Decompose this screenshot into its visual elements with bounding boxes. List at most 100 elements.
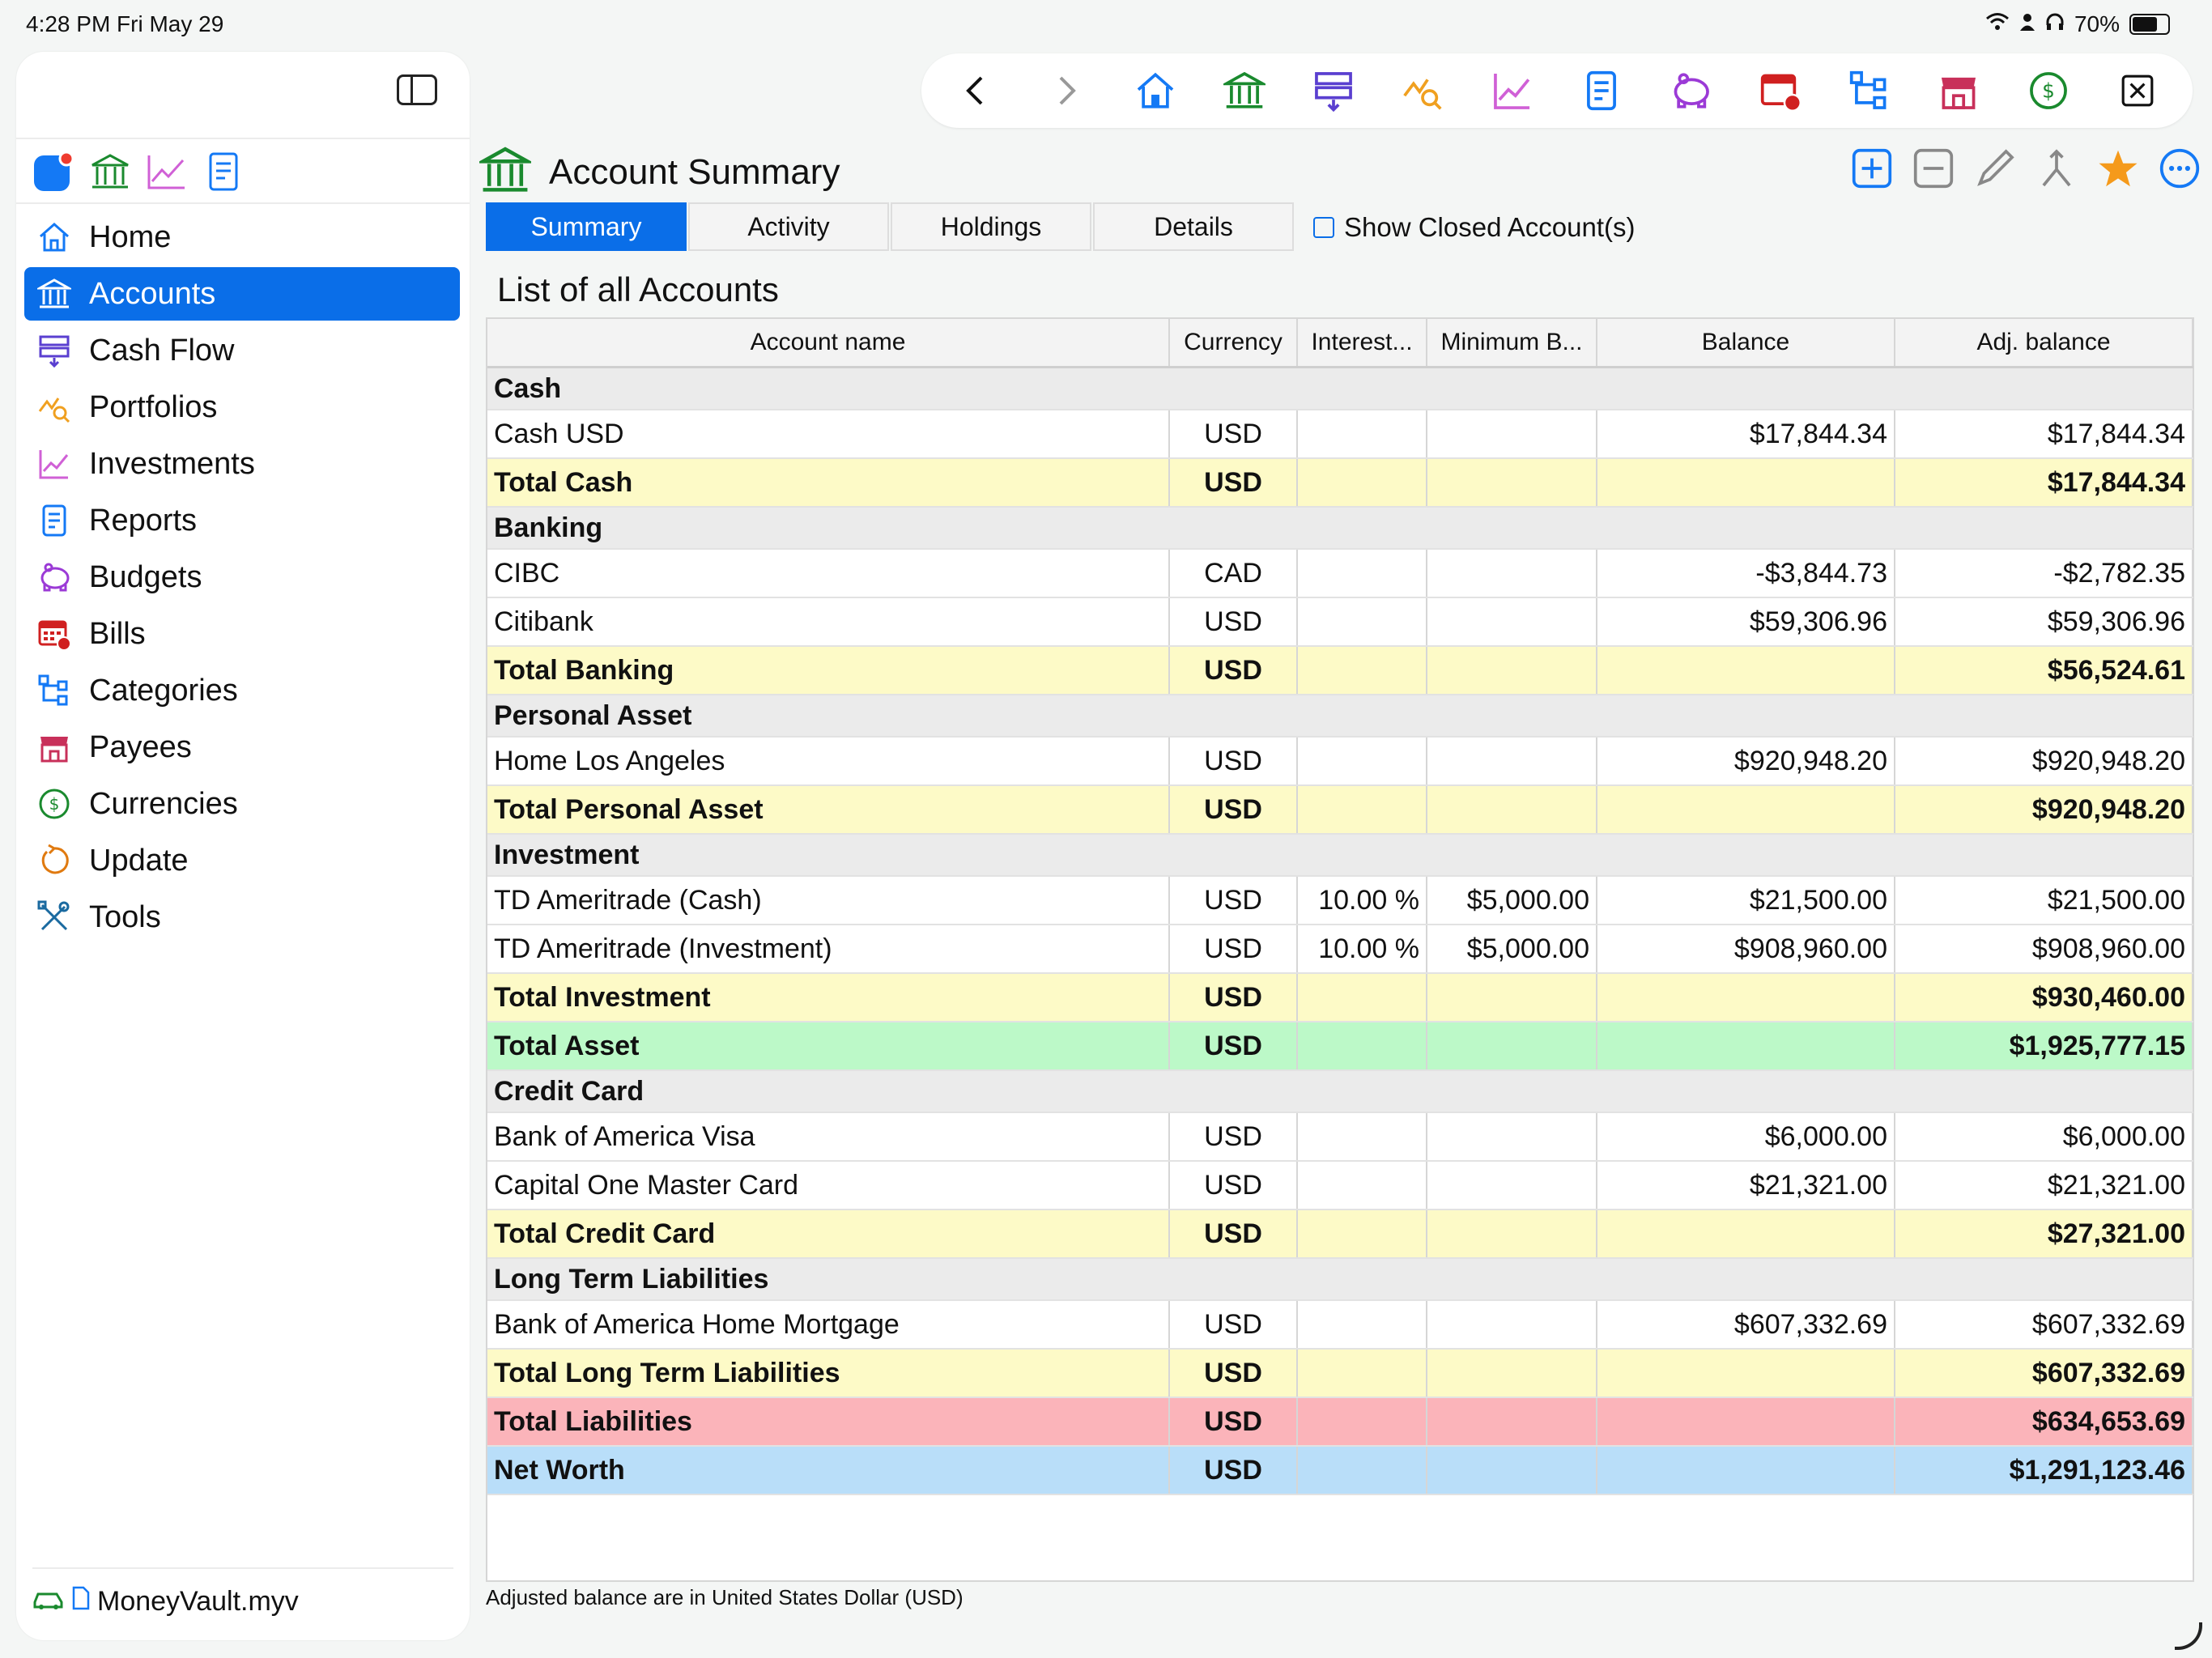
app-badge-icon[interactable] (32, 151, 74, 193)
toolbar-bills-button[interactable] (1758, 68, 1803, 113)
chart-line-icon[interactable] (146, 151, 188, 193)
sidebar-item-payees[interactable]: Payees (24, 721, 460, 774)
total-row[interactable]: Total Banking USD $56,524.61 (487, 646, 2193, 695)
toolbar-reports-button[interactable] (1579, 68, 1624, 113)
tab-details[interactable]: Details (1093, 202, 1294, 251)
table-row[interactable]: Bank of America Visa USD $6,000.00 $6,000.0… (487, 1112, 2193, 1162)
battery-icon (2129, 14, 2170, 35)
report-icon[interactable] (202, 151, 245, 193)
header-actions (1849, 146, 2202, 191)
show-closed-checkbox[interactable] (1313, 217, 1334, 238)
table-row[interactable]: Capital One Master Card USD $21,321.00 $21,… (487, 1161, 2193, 1210)
group-header-row[interactable]: Credit Card (487, 1070, 2193, 1113)
sidebar-toggle-icon[interactable] (397, 74, 437, 105)
table-row[interactable]: Citibank USD $59,306.96 $59,306.96 (487, 597, 2193, 647)
sidebar-item-cash-flow[interactable]: Cash Flow (24, 324, 460, 377)
cell-interest (1297, 1112, 1427, 1162)
tab-summary[interactable]: Summary (486, 202, 687, 251)
resize-handle-icon[interactable] (2175, 1622, 2202, 1650)
sidebar-item-reports[interactable]: Reports (24, 494, 460, 547)
sidebar-file[interactable]: MoneyVault.myv (32, 1586, 299, 1618)
toolbar-budgets-button[interactable] (1668, 68, 1713, 113)
file-name: MoneyVault.myv (97, 1586, 299, 1617)
toolbar-currencies-button[interactable]: $ (2026, 68, 2071, 113)
piggy-bank-icon (36, 559, 73, 596)
total-row[interactable]: Total Asset USD $1,925,777.15 (487, 1022, 2193, 1071)
toolbar-investments-button[interactable] (1490, 68, 1535, 113)
toolbar-accounts-button[interactable] (1222, 68, 1267, 113)
forward-button[interactable] (1043, 68, 1088, 113)
sidebar-item-categories[interactable]: Categories (24, 664, 460, 717)
cell-currency: USD (1169, 1300, 1298, 1350)
table-row[interactable]: Cash USD USD $17,844.34 $17,844.34 (487, 410, 2193, 459)
sidebar-item-label: Budgets (89, 559, 202, 594)
group-header-row[interactable]: Personal Asset (487, 695, 2193, 738)
cell-name: Total Long Term Liabilities (487, 1349, 1170, 1398)
toolbar-close-button[interactable] (2115, 68, 2160, 113)
table-row[interactable]: TD Ameritrade (Cash) USD 10.00 % $5,000.00 $… (487, 876, 2193, 925)
group-header-row[interactable]: Long Term Liabilities (487, 1258, 2193, 1301)
back-button[interactable] (954, 68, 999, 113)
total-row[interactable]: Total Cash USD $17,844.34 (487, 458, 2193, 508)
cell-currency: CAD (1169, 549, 1298, 598)
table-row[interactable]: CIBC CAD -$3,844.73 -$2,782.35 (487, 549, 2193, 598)
sidebar-item-home[interactable]: Home (24, 210, 460, 264)
cell-interest (1297, 1209, 1427, 1259)
sidebar-divider (16, 138, 470, 139)
toolbar-payees-button[interactable] (1936, 68, 1981, 113)
more-button[interactable] (2157, 146, 2202, 191)
merge-button[interactable] (2034, 146, 2079, 191)
cell-name: Total Personal Asset (487, 785, 1170, 835)
column-header-currency[interactable]: Currency (1169, 319, 1298, 368)
group-header-row[interactable]: Banking (487, 507, 2193, 550)
total-row[interactable]: Total Long Term Liabilities USD $607,332.6… (487, 1349, 2193, 1398)
sidebar-item-tools[interactable]: Tools (24, 891, 460, 944)
toolbar-home-button[interactable] (1133, 68, 1178, 113)
sidebar-item-bills[interactable]: Bills (24, 607, 460, 661)
show-closed-toggle[interactable]: Show Closed Account(s) (1313, 212, 1636, 243)
tab-holdings[interactable]: Holdings (891, 202, 1091, 251)
column-header-account-name[interactable]: Account name (487, 319, 1170, 368)
cell-minimum (1427, 1209, 1597, 1259)
add-button[interactable] (1849, 146, 1895, 191)
cell-name: Cash USD (487, 410, 1170, 459)
sidebar-item-currencies[interactable]: $ Currencies (24, 777, 460, 831)
favorite-button[interactable] (2095, 146, 2141, 191)
group-header-row[interactable]: Cash (487, 367, 2193, 410)
edit-button[interactable] (1972, 146, 2018, 191)
sidebar-item-label: Accounts (89, 276, 216, 311)
cell-balance (1597, 1022, 1895, 1071)
total-row[interactable]: Total Investment USD $930,460.00 (487, 973, 2193, 1022)
toolbar-categories-button[interactable] (1847, 68, 1892, 113)
sidebar-item-budgets[interactable]: Budgets (24, 551, 460, 604)
cell-minimum (1427, 1349, 1597, 1398)
total-row[interactable]: Total Personal Asset USD $920,948.20 (487, 785, 2193, 835)
table-row[interactable]: TD Ameritrade (Investment) USD 10.00 % $5,0… (487, 925, 2193, 974)
table-row[interactable]: Bank of America Home Mortgage USD $607,332… (487, 1300, 2193, 1350)
column-header-adj-balance[interactable]: Adj. balance (1895, 319, 2193, 368)
group-header-row[interactable]: Investment (487, 834, 2193, 877)
cell-balance (1597, 1397, 1895, 1447)
cell-balance (1597, 973, 1895, 1022)
sidebar-item-accounts[interactable]: Accounts (24, 267, 460, 321)
toolbar-portfolios-button[interactable] (1400, 68, 1445, 113)
table-row[interactable]: Home Los Angeles USD $920,948.20 $920,948.2… (487, 737, 2193, 786)
cell-name: Home Los Angeles (487, 737, 1170, 786)
column-header-interest[interactable]: Interest... (1297, 319, 1427, 368)
sidebar-item-update[interactable]: Update (24, 834, 460, 887)
total-row[interactable]: Total Credit Card USD $27,321.00 (487, 1209, 2193, 1259)
remove-button[interactable] (1911, 146, 1956, 191)
sidebar-item-investments[interactable]: Investments (24, 437, 460, 491)
column-header-minimum-balance[interactable]: Minimum B... (1427, 319, 1597, 368)
cell-minimum (1427, 549, 1597, 598)
column-header-balance[interactable]: Balance (1597, 319, 1895, 368)
sidebar-item-label: Currencies (89, 786, 238, 821)
total-row[interactable]: Total Liabilities USD $634,653.69 (487, 1397, 2193, 1447)
tab-activity[interactable]: Activity (688, 202, 889, 251)
bank-icon[interactable] (89, 151, 131, 193)
cell-adj: $1,291,123.46 (1895, 1446, 2193, 1495)
sidebar-item-portfolios[interactable]: Portfolios (24, 380, 460, 434)
toolbar-cashflow-button[interactable] (1311, 68, 1356, 113)
total-row[interactable]: Net Worth USD $1,291,123.46 (487, 1446, 2193, 1495)
person-icon (2019, 11, 2035, 37)
